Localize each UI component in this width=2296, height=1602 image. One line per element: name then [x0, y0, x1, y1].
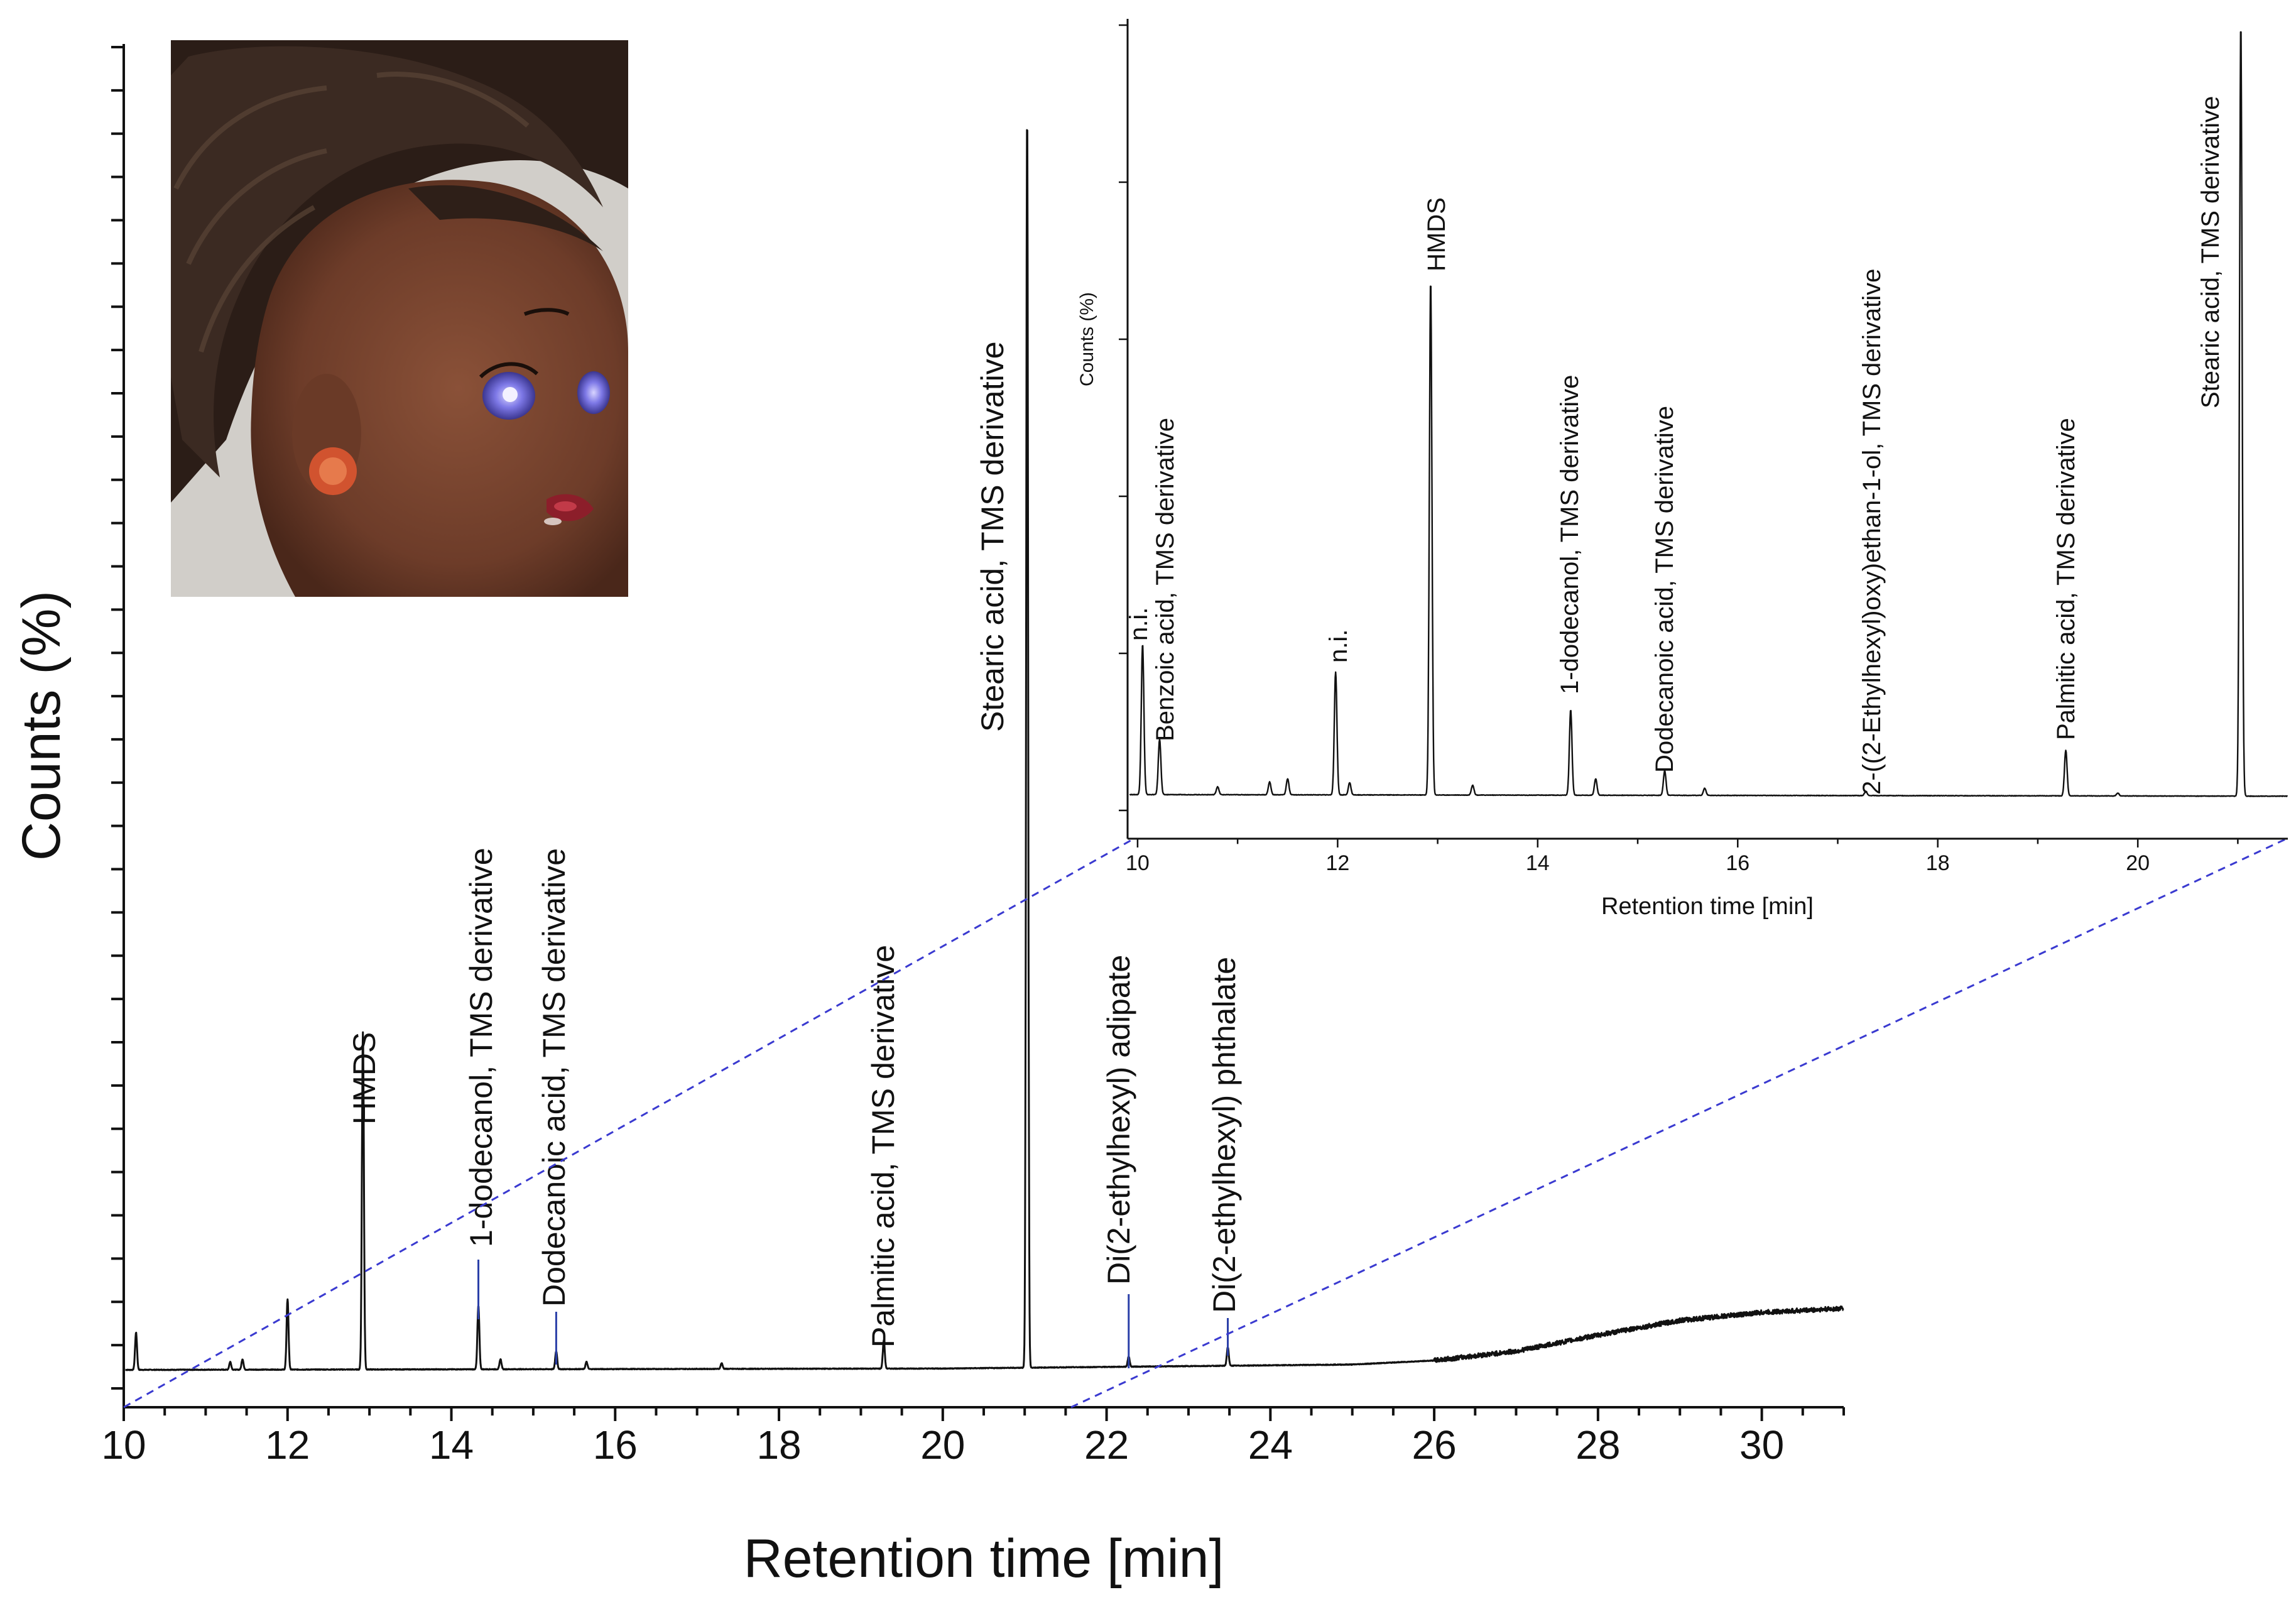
main-x-tick-label: 16: [593, 1422, 638, 1468]
inset-x-tick-label: 20: [2126, 851, 2150, 875]
main-peak-label: HMDS: [347, 1032, 382, 1125]
main-peak-label: Palmitic acid, TMS derivative: [866, 945, 901, 1348]
inset-peak-label: n.i.: [1125, 608, 1153, 641]
main-x-tick-label: 30: [1739, 1422, 1784, 1468]
main-peak-labels: HMDS 1-dodecanol, TMS derivative Dodecanoi…: [347, 341, 1242, 1368]
inset-x-tick-label: 14: [1526, 851, 1550, 875]
main-x-ticks: 10 12 14 16 18 20 22 24 26 28 30: [101, 1407, 1845, 1468]
inset-y-ticks: [1119, 24, 1128, 812]
main-peak-label: 1-dodecanol, TMS derivative: [464, 847, 499, 1247]
main-y-ticks: [111, 46, 124, 1390]
main-x-tick-label: 10: [101, 1422, 146, 1468]
inset-chromatogram-trace: [1129, 31, 2288, 797]
main-peak-label: Dodecanoic acid, TMS derivative: [536, 848, 572, 1307]
main-x-tick-label: 12: [265, 1422, 310, 1468]
inset-peak-label: 2-((2-Ethylhexyl)oxy)ethan-1-ol, TMS der…: [1858, 269, 1886, 795]
main-x-tick-label: 18: [756, 1422, 801, 1468]
inset-x-tick-label: 12: [1325, 851, 1349, 875]
main-y-axis-title: Counts (%): [11, 591, 72, 861]
main-x-axis-title: Retention time [min]: [744, 1528, 1224, 1589]
main-peak-label: Di(2-ethylhexyl) adipate: [1101, 955, 1136, 1285]
inset-peak-label: n.i.: [1325, 629, 1352, 663]
main-chromatogram-trace: [124, 129, 1844, 1371]
inset-peak-label: HMDS: [1423, 197, 1450, 271]
main-x-tick-label: 22: [1084, 1422, 1129, 1468]
doll-head-photo: [171, 40, 628, 597]
main-x-tick-label: 24: [1248, 1422, 1293, 1468]
inset-peak-label: Dodecanoic acid, TMS derivative: [1651, 406, 1678, 773]
inset-x-ticks: 10 12 14 16 18 20: [1126, 839, 2239, 875]
main-x-tick-label: 26: [1412, 1422, 1457, 1468]
main-x-tick-label: 28: [1575, 1422, 1620, 1468]
main-peak-label: Di(2-ethylhexyl) phthalate: [1207, 957, 1242, 1313]
inset-x-tick-label: 16: [1726, 851, 1749, 875]
main-chromatogram: 10 12 14 16 18 20 22 24 26 28 30 HMDS 1-dodecanol, …: [11, 44, 1845, 1589]
main-x-tick-label: 14: [429, 1422, 474, 1468]
inset-peak-labels: n.i.Benzoic acid, TMS derivative n.i.HMDS…: [1125, 96, 2224, 795]
zoom-guide-left: [123, 837, 1134, 1409]
inset-peak-label: Stearic acid, TMS derivative: [2197, 96, 2224, 408]
inset-x-axis-title: Retention time [min]: [1601, 893, 1814, 920]
main-peak-label: Stearic acid, TMS derivative: [975, 341, 1010, 732]
inset-x-tick-label: 18: [1926, 851, 1950, 875]
inset-x-tick-label: 10: [1126, 851, 1150, 875]
inset-chromatogram: 10 12 14 16 18 20 n.i.Benzoic acid, TMS deriv…: [1077, 19, 2288, 920]
inset-peak-label: Palmitic acid, TMS derivative: [2052, 418, 2080, 740]
main-x-tick-label: 20: [920, 1422, 965, 1468]
inset-y-axis-title: Counts (%): [1077, 292, 1097, 386]
inset-peak-label: Benzoic acid, TMS derivative: [1151, 418, 1179, 741]
inset-peak-label: 1-dodecanol, TMS derivative: [1556, 375, 1584, 694]
